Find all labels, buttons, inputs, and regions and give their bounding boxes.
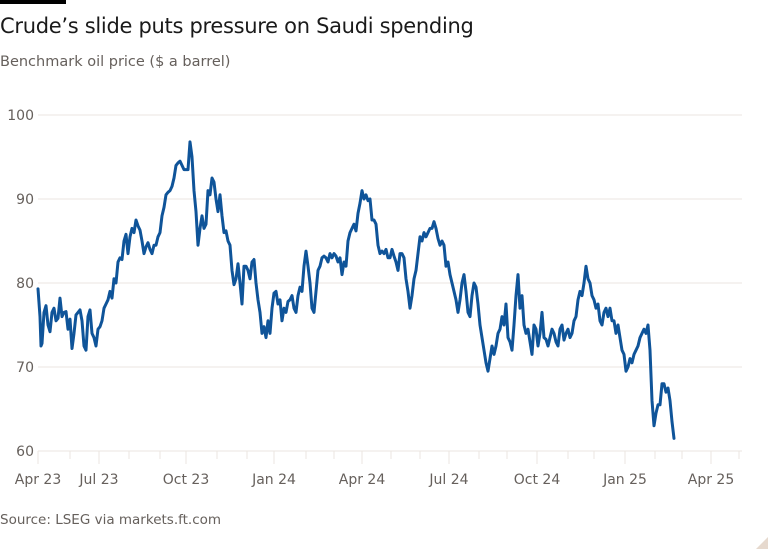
x-tick-label: Jan 24 <box>251 472 296 488</box>
brand-bar <box>0 0 66 4</box>
y-tick-label: 100 <box>7 108 34 124</box>
x-tick-label: Oct 23 <box>163 472 209 488</box>
y-tick-label: 70 <box>16 360 34 376</box>
x-axis: Apr 23 Jul 23 Oct 23 Jan 24 Apr 24 Jul 24 Oct … <box>15 451 740 488</box>
x-tick-label: Oct 24 <box>514 472 561 488</box>
x-tick-label: Jul 23 <box>78 472 118 488</box>
x-tick-label: Apr 24 <box>339 472 386 488</box>
chart-title: Crude’s slide puts pressure on Saudi spe… <box>0 14 474 38</box>
x-tick-label: Jul 24 <box>428 472 468 488</box>
y-tick-label: 80 <box>16 276 34 292</box>
x-tick-label: Apr 23 <box>15 472 61 488</box>
x-tick-label: Apr 25 <box>688 472 734 488</box>
x-tick-label: Jan 25 <box>602 472 647 488</box>
y-axis: 100 90 80 70 60 <box>7 108 34 460</box>
chart-subtitle: Benchmark oil price ($ a barrel) <box>0 54 231 70</box>
y-tick-label: 60 <box>16 444 34 460</box>
gridlines <box>38 114 742 452</box>
y-tick-label: 90 <box>16 192 34 208</box>
corner-fold <box>756 537 768 549</box>
oil-price-line <box>36 140 676 440</box>
source-note: Source: LSEG via markets.ft.com <box>0 512 222 528</box>
